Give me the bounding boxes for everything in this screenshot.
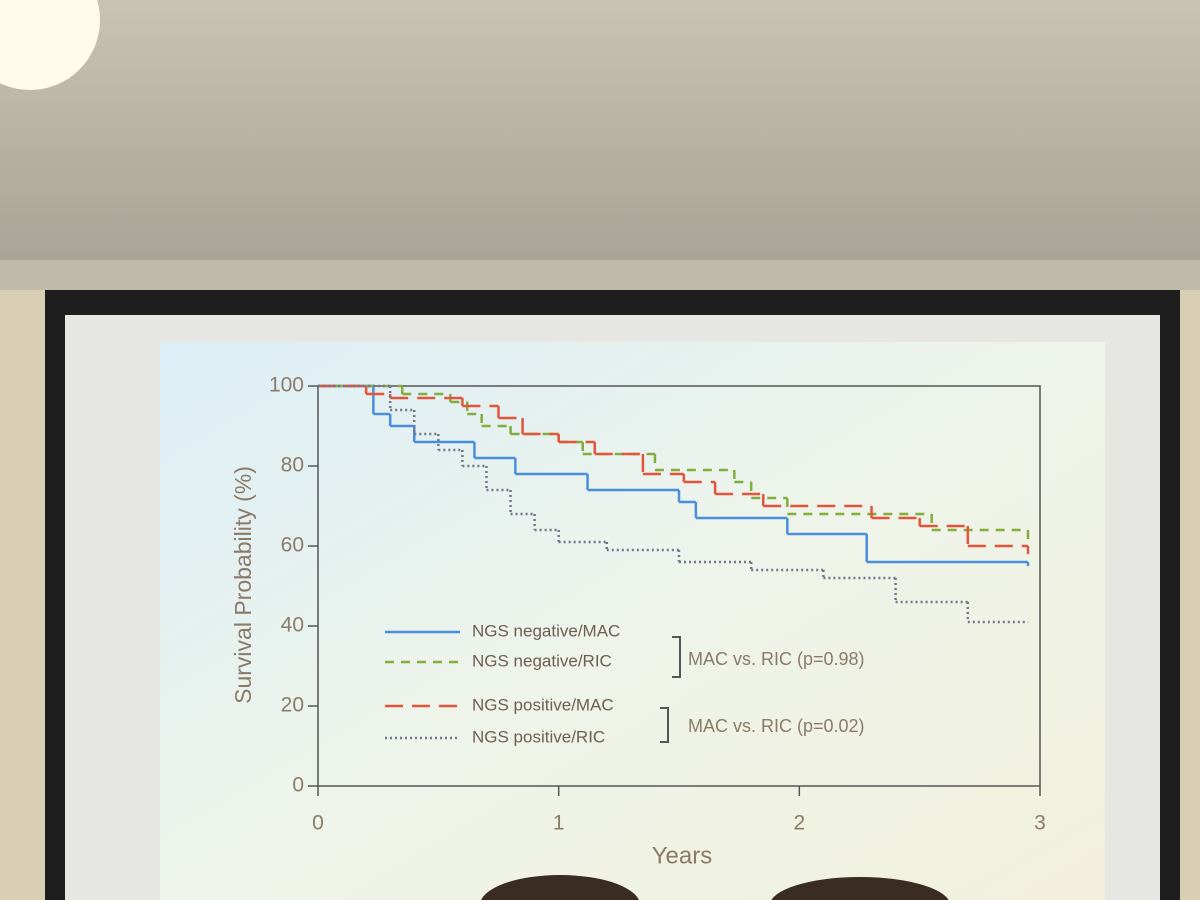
y-tick-label: 100 (269, 374, 304, 397)
x-tick-label: 3 (1034, 812, 1046, 835)
x-axis-label: Years (652, 842, 713, 869)
legend-label: NGS positive/RIC (472, 727, 605, 746)
annotation: MAC vs. RIC (p=0.98) (688, 649, 865, 669)
x-tick-label: 2 (793, 812, 805, 835)
y-tick-label: 20 (281, 694, 304, 717)
lamp (0, 0, 100, 90)
y-tick-label: 40 (281, 614, 304, 637)
legend-label: NGS positive/MAC (472, 695, 614, 714)
legend-label: NGS negative/RIC (472, 651, 612, 670)
ceiling-edge (0, 260, 1200, 290)
head (771, 877, 949, 900)
y-tick-label: 0 (292, 774, 304, 797)
head (481, 875, 639, 900)
legend-brackets (660, 636, 681, 743)
x-tick-label: 0 (312, 812, 324, 835)
y-tick-label: 60 (281, 534, 304, 557)
plot-frame (317, 385, 1041, 787)
y-tick-label: 80 (281, 454, 304, 477)
ceiling (0, 0, 1200, 300)
y-axis-label: Survival Probability (%) (230, 466, 256, 704)
x-tick-label: 1 (553, 812, 565, 835)
annotation: MAC vs. RIC (p=0.02) (688, 716, 865, 736)
legend-label: NGS negative/MAC (472, 621, 620, 640)
